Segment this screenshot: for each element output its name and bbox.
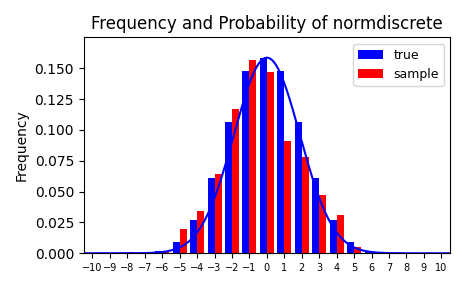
Bar xyxy=(127,252,134,253)
Bar xyxy=(284,141,291,253)
Bar xyxy=(190,220,197,253)
Y-axis label: Frequency: Frequency xyxy=(15,109,29,181)
Bar xyxy=(162,251,169,253)
Bar xyxy=(354,247,361,253)
Bar xyxy=(302,157,309,253)
Legend: true, sample: true, sample xyxy=(353,43,444,86)
Title: Frequency and Probability of normdiscrete: Frequency and Probability of normdiscret… xyxy=(91,15,443,33)
Bar xyxy=(330,220,337,253)
Bar xyxy=(214,174,221,253)
Bar xyxy=(207,179,214,253)
Bar xyxy=(242,71,249,253)
Bar xyxy=(173,242,179,253)
Bar xyxy=(347,242,354,253)
Bar xyxy=(225,122,232,253)
Bar xyxy=(179,229,186,253)
Bar xyxy=(365,251,372,253)
Bar xyxy=(337,215,344,253)
Bar xyxy=(312,179,319,253)
Bar xyxy=(260,58,267,253)
Bar xyxy=(277,71,284,253)
Bar xyxy=(295,122,302,253)
Bar xyxy=(319,195,326,253)
Bar xyxy=(249,60,256,253)
Bar xyxy=(232,109,239,253)
Bar xyxy=(267,72,274,253)
Bar xyxy=(197,211,204,253)
Bar xyxy=(155,251,162,253)
